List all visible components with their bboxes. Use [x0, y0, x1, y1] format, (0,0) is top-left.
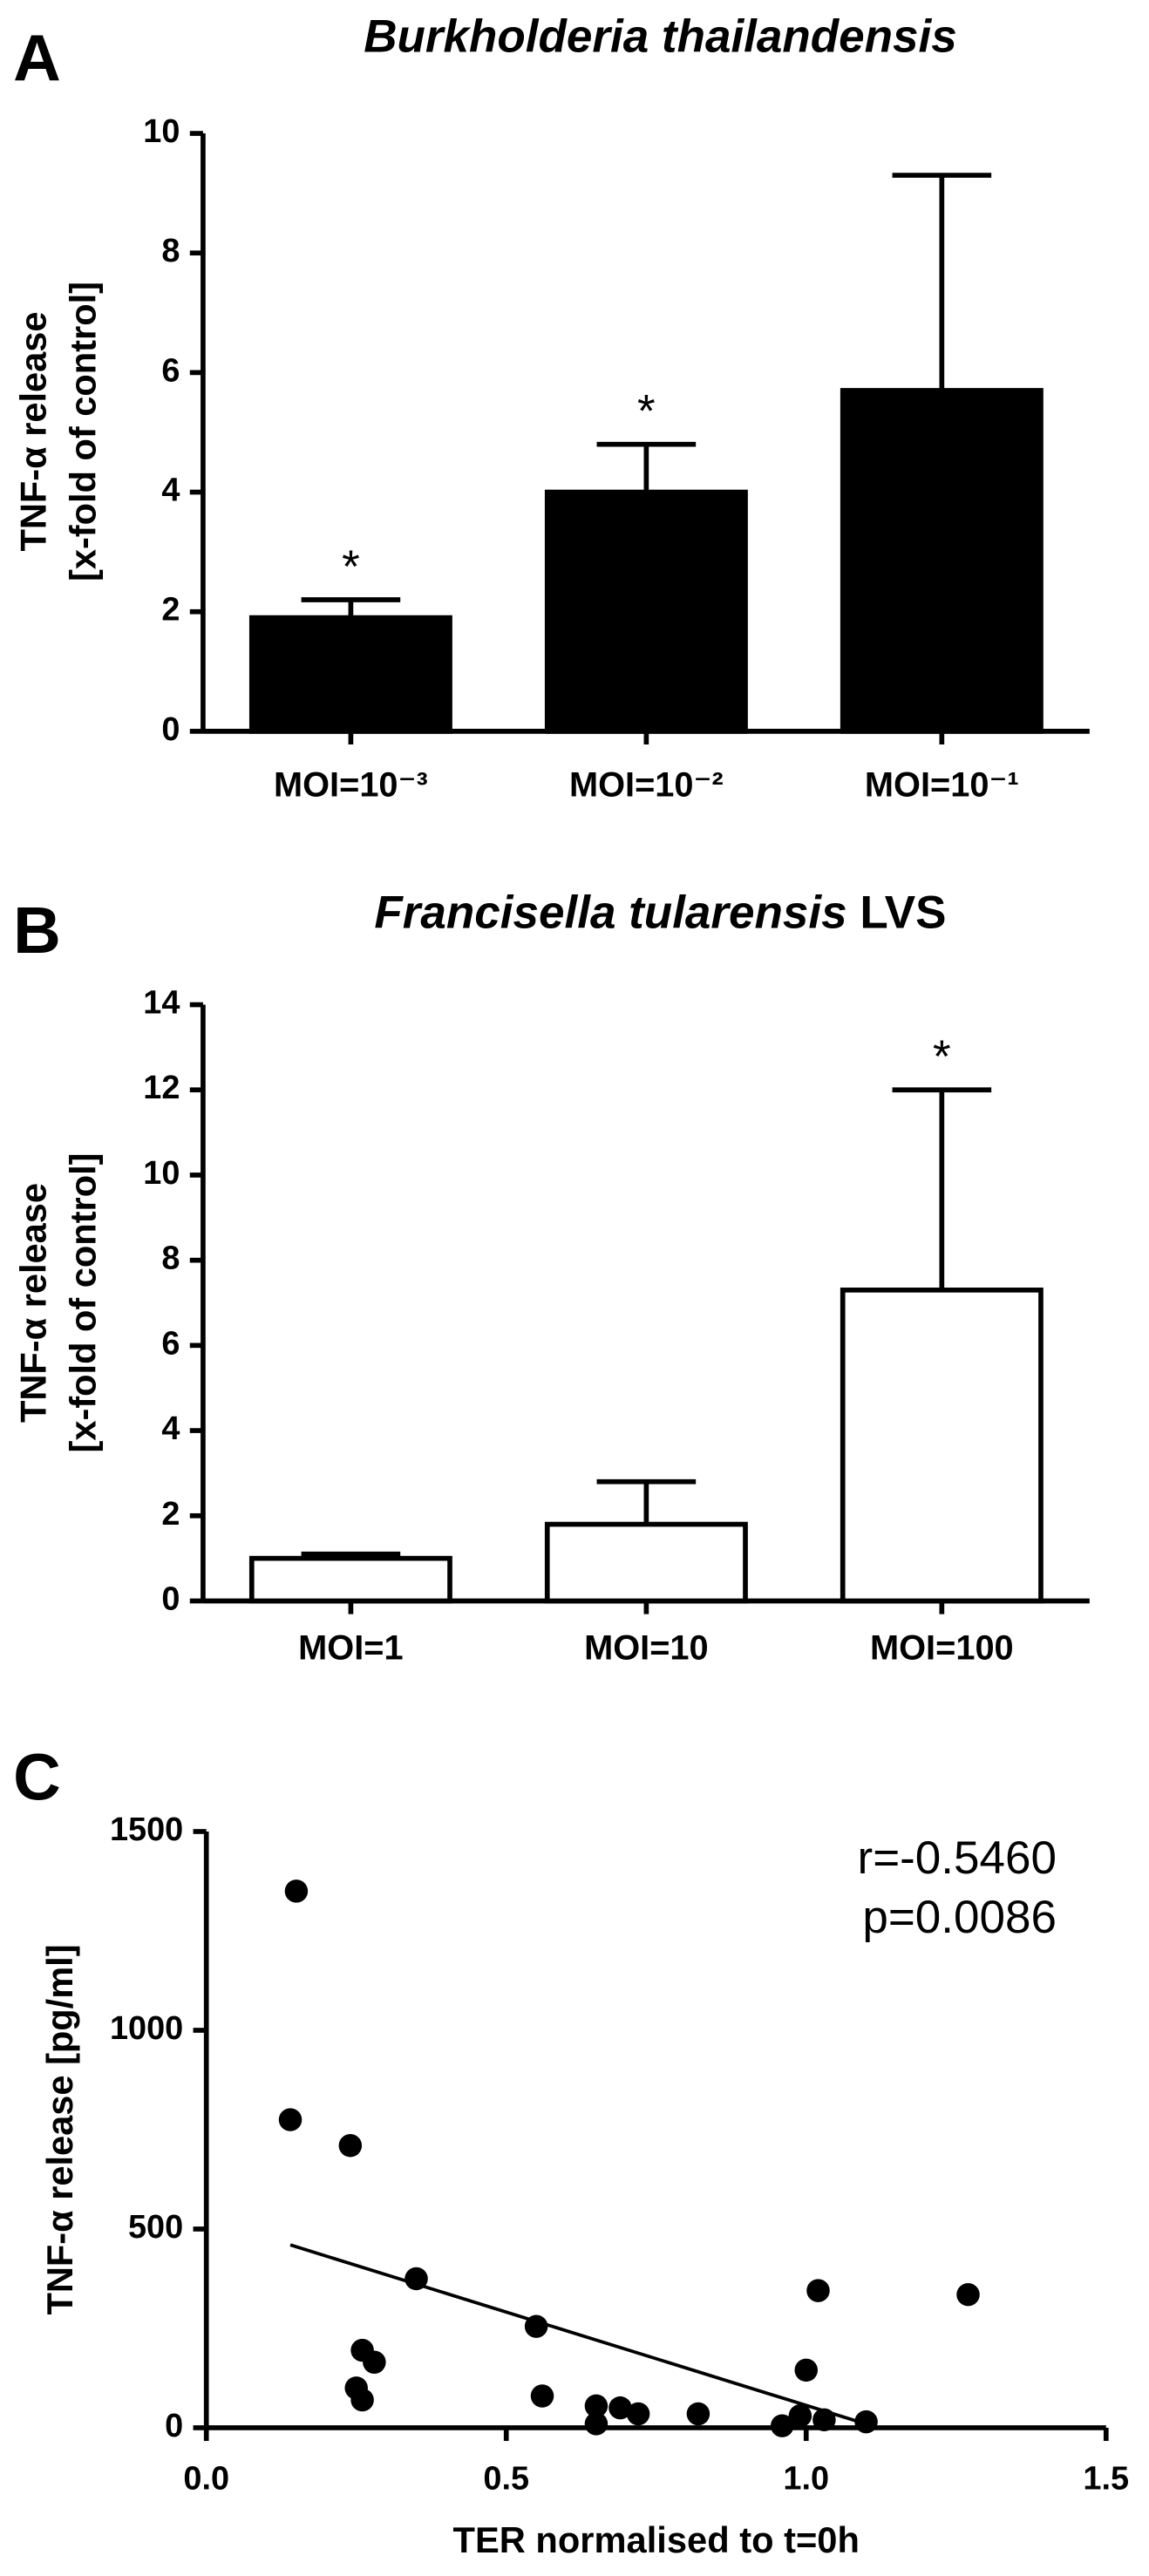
title-suffix: LVS — [860, 887, 946, 939]
bar — [840, 1288, 1044, 1604]
data-point — [686, 2402, 710, 2426]
stat-annotation: p=0.0086 — [862, 1892, 1057, 1943]
bar — [840, 388, 1044, 734]
data-point — [608, 2396, 632, 2420]
y-tick-label: 8 — [161, 233, 180, 269]
y-tick-label: 6 — [161, 352, 180, 389]
data-point — [363, 2350, 386, 2374]
data-point — [524, 2314, 548, 2338]
data-point — [770, 2414, 794, 2437]
x-tick-label: MOI=10⁻² — [569, 766, 724, 805]
bar — [248, 615, 452, 734]
x-axis-label: TER normalised to t=0h — [453, 2519, 860, 2560]
y-tick-label: 6 — [161, 1325, 180, 1362]
x-tick-label: 0.0 — [183, 2460, 229, 2497]
x-tick-label: 1.0 — [783, 2460, 829, 2497]
data-point — [350, 2388, 374, 2412]
title-italic: Burkholderia thailandensis — [364, 10, 957, 62]
y-axis-label: [x-fold of control] — [62, 282, 103, 581]
data-point — [278, 2108, 303, 2131]
x-tick-label: MOI=100 — [870, 1629, 1014, 1668]
y-tick-label: 8 — [161, 1240, 180, 1277]
bar — [544, 489, 748, 734]
data-point — [956, 2282, 980, 2307]
y-tick-label: 2 — [161, 1496, 180, 1533]
significance-mark: * — [342, 541, 360, 593]
data-point — [854, 2409, 878, 2434]
y-tick-label: 1000 — [110, 2010, 183, 2047]
y-tick-label: 12 — [143, 1070, 180, 1106]
x-tick-label: 1.5 — [1083, 2460, 1129, 2497]
data-point — [584, 2412, 608, 2436]
x-tick-label: MOI=10 — [584, 1629, 709, 1668]
y-tick-label: 1500 — [110, 1811, 183, 1848]
data-point — [530, 2384, 554, 2408]
data-point — [338, 2133, 363, 2158]
data-point — [812, 2408, 836, 2432]
y-tick-label: 10 — [143, 1155, 180, 1192]
data-point — [794, 2358, 819, 2382]
panel-letter: A — [13, 22, 61, 95]
title-italic: Francisella tularensis — [374, 887, 846, 939]
x-tick-label: MOI=1 — [298, 1629, 403, 1668]
data-point — [806, 2279, 830, 2302]
bar — [544, 1521, 748, 1604]
x-tick-label: MOI=10⁻³ — [274, 766, 428, 805]
chart-title: Burkholderia thailandensis — [364, 10, 957, 62]
y-tick-label: 0 — [165, 2408, 183, 2444]
y-tick-label: 0 — [161, 711, 180, 748]
x-tick-label: MOI=10⁻¹ — [865, 766, 1019, 805]
title-space — [847, 887, 860, 939]
significance-mark: * — [637, 386, 656, 438]
x-tick-label: 0.5 — [483, 2460, 529, 2497]
y-axis-label: TNF-α release — [13, 312, 54, 552]
y-axis-label: TNF-α release [pg/ml] — [39, 1944, 80, 2314]
fit-line — [289, 2243, 879, 2430]
y-axis-label: TNF-α release — [13, 1183, 54, 1423]
data-point — [284, 1879, 309, 1903]
data-point — [626, 2402, 650, 2426]
y-tick-label: 4 — [161, 472, 180, 509]
bar — [248, 1555, 452, 1604]
data-point — [405, 2267, 428, 2291]
significance-mark: * — [933, 1031, 951, 1083]
y-tick-label: 0 — [161, 1581, 180, 1618]
stat-annotation: r=-0.5460 — [858, 1832, 1057, 1884]
data-point — [788, 2404, 812, 2428]
y-tick-label: 14 — [143, 985, 180, 1022]
y-tick-label: 10 — [143, 113, 180, 150]
y-tick-label: 4 — [161, 1410, 180, 1447]
panel-letter: B — [13, 894, 61, 968]
y-axis-label: [x-fold of control] — [62, 1153, 103, 1453]
chart-title: Francisella tularensis LVS — [374, 887, 946, 939]
y-tick-label: 500 — [128, 2209, 183, 2246]
panel-letter: C — [13, 1741, 61, 1814]
data-point — [584, 2394, 608, 2418]
y-tick-label: 2 — [161, 592, 180, 629]
